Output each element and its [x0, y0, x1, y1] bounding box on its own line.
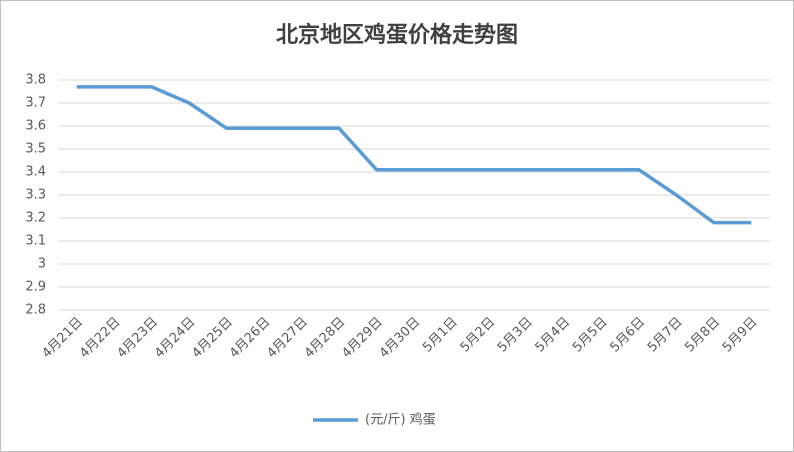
legend-label: (元/斤) 鸡蛋	[365, 412, 436, 428]
y-tick-label: 3.4	[25, 165, 46, 180]
y-tick-label: 3.1	[25, 234, 46, 249]
y-tick-label: 2.9	[25, 280, 46, 295]
y-tick-label: 3.2	[25, 211, 46, 226]
y-tick-label: 3.3	[25, 188, 46, 203]
y-tick-label: 3.5	[25, 142, 46, 157]
chart-title: 北京地区鸡蛋价格走势图	[276, 22, 518, 48]
y-tick-label: 3	[38, 257, 46, 272]
y-tick-label: 3.7	[25, 96, 46, 111]
series-line	[76, 85, 752, 225]
y-tick-label: 3.8	[25, 73, 46, 88]
y-tick-label: 3.6	[25, 119, 46, 134]
y-tick-label: 2.8	[25, 303, 46, 318]
